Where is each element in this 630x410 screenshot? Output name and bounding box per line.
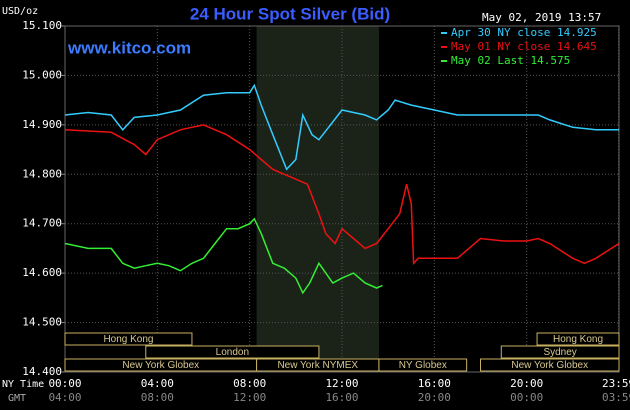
session-label: New York Globex [511, 360, 588, 371]
x-tick-label: 20:00 [510, 377, 543, 390]
x2-tick-label: 20:00 [418, 391, 451, 404]
x2-tick-label: 03:59 [602, 391, 630, 404]
series-line [64, 124, 620, 266]
session-label: Hong Kong [553, 334, 603, 345]
x-tick-label: 08:00 [233, 377, 266, 390]
session-label: London [216, 347, 249, 358]
y-tick-label: 15.100 [22, 19, 62, 32]
y-tick-label: 14.500 [22, 316, 62, 329]
y-tick-label: 14.400 [22, 365, 62, 378]
session-label: Sydney [543, 347, 576, 358]
x-tick-label: 00:00 [48, 377, 81, 390]
timestamp: May 02, 2019 13:57 [482, 11, 601, 24]
highlight-band [256, 26, 379, 372]
session-box [64, 332, 193, 346]
x2-tick-label: 04:00 [48, 391, 81, 404]
session-box [500, 345, 620, 359]
session-label: New York NYMEX [277, 360, 358, 371]
x2-tick-label: 00:00 [510, 391, 543, 404]
x2-axis-label: GMT [8, 393, 26, 404]
session-label: New York Globex [122, 360, 199, 371]
series-line [64, 83, 619, 171]
y-tick-label: 15.000 [22, 68, 62, 81]
y-tick-label: 14.900 [22, 118, 62, 131]
legend-label: May 01 NY close 14.645 [451, 40, 597, 53]
x2-tick-label: 08:00 [141, 391, 174, 404]
y-tick-label: 14.700 [22, 217, 62, 230]
session-box [145, 345, 320, 359]
y-tick-label: 14.600 [22, 266, 62, 279]
session-label: Hong Kong [103, 334, 153, 345]
session-box [480, 358, 620, 372]
watermark: www.kitco.com [67, 38, 191, 57]
legend-label: Apr 30 NY close 14.925 [451, 26, 597, 39]
x2-tick-label: 12:00 [233, 391, 266, 404]
legend-label: May 02 Last 14.575 [451, 54, 570, 67]
session-label: NY Globex [399, 360, 447, 371]
x-tick-label: 23:59 [602, 377, 630, 390]
x-tick-label: 16:00 [418, 377, 451, 390]
chart-title: 24 Hour Spot Silver (Bid) [190, 4, 390, 23]
x-tick-label: 12:00 [325, 377, 358, 390]
plot-frame [64, 25, 620, 373]
y-tick-label: 14.800 [22, 167, 62, 180]
session-box [536, 332, 620, 346]
x2-tick-label: 16:00 [325, 391, 358, 404]
y-axis-label: USD/oz [2, 6, 38, 17]
x-tick-label: 04:00 [141, 377, 174, 390]
series-line [64, 217, 383, 295]
x-axis-label: NY Time [2, 379, 44, 390]
session-box [378, 358, 468, 372]
